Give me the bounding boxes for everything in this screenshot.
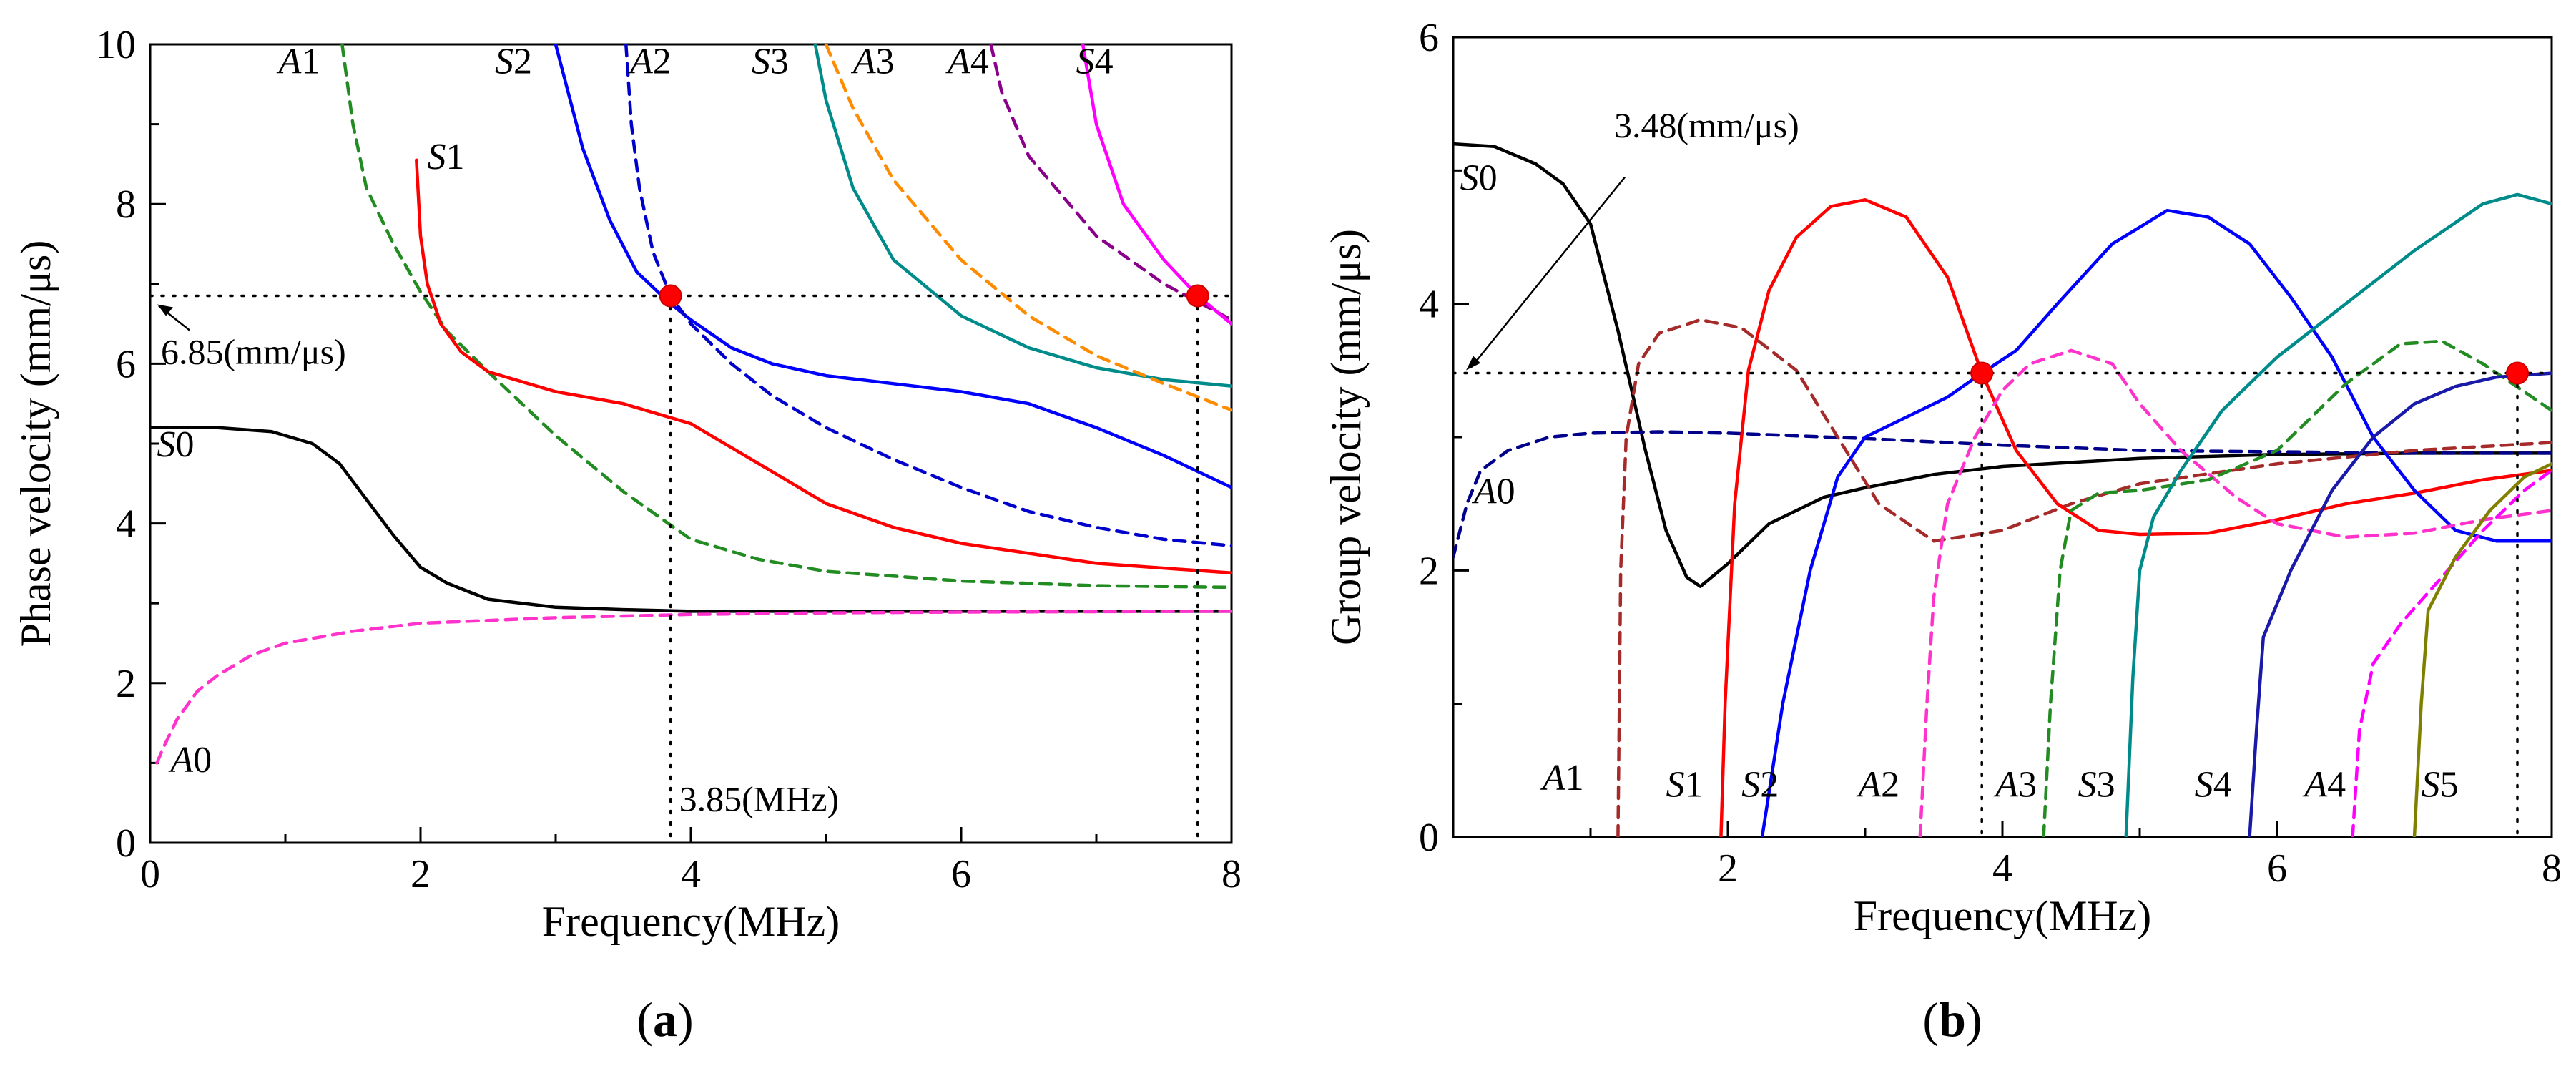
chart-a-series-A3 [824, 44, 1232, 412]
chart-a-annotation-h-label: 6.85(mm/μs) [161, 332, 346, 372]
chart-b-series-S5 [2412, 462, 2552, 837]
panel-a-phase-velocity-chart: 0 2 4 6 8 0 2 4 6 8 10 Frequency(MHz) Phase velocity… [12, 23, 1242, 1047]
chart-b-series-S4 [2248, 371, 2552, 837]
chart-a-curve-label-A4: A4 [945, 41, 989, 82]
chart-a-x-tick-label: 6 [951, 852, 971, 896]
chart-b-x-tick-label: 4 [1992, 846, 2012, 891]
chart-a-series-A0 [155, 610, 1232, 765]
chart-a-curve-label-A0: A0 [168, 740, 212, 781]
chart-b-curve-label-S3: S3 [2078, 764, 2115, 805]
chart-b-series-A1 [1616, 318, 2552, 837]
chart-b-series-A4 [2351, 469, 2552, 837]
chart-a-series-A2 [624, 44, 1232, 548]
chart-b-annotation-arrowhead [1466, 356, 1480, 371]
chart-b-curve-label-A0: A0 [1472, 471, 1515, 512]
chart-b-intersection-marker-2 [2506, 361, 2529, 385]
chart-b-series-A3 [2042, 339, 2552, 837]
chart-a-y-tick-label: 6 [116, 342, 136, 386]
chart-a-curve-label-A2: A2 [628, 41, 672, 82]
chart-b-series-S3 [2124, 192, 2552, 837]
chart-b-annotation-h-label: 3.48(mm/μs) [1614, 105, 1799, 145]
chart-b-curve-label-S0: S0 [1460, 158, 1498, 199]
chart-a-curve-label-S1: S1 [427, 137, 464, 177]
chart-b-x-axis-title: Frequency(MHz) [1854, 892, 2152, 939]
chart-a-curve-label-A3: A3 [851, 41, 895, 82]
chart-b-series-group [1453, 142, 2552, 837]
chart-a-y-tick-label: 0 [116, 821, 136, 866]
chart-a-x-tick-label: 2 [411, 852, 431, 896]
chart-b-y-tick-label: 2 [1419, 549, 1439, 593]
chart-b-x-tick-label: 8 [2542, 846, 2562, 891]
chart-a-series-S2 [554, 44, 1232, 489]
chart-a-series-S3 [813, 44, 1232, 388]
chart-b-series-A2 [1918, 348, 2552, 837]
chart-a-curve-label-S0: S0 [157, 424, 194, 465]
chart-b-series-S1 [1719, 198, 2552, 837]
chart-b-x-tick-label: 6 [2267, 846, 2287, 891]
chart-a-y-tick-label: 10 [96, 23, 136, 67]
chart-a-series-group [150, 44, 1232, 765]
chart-a-y-tick-label: 8 [116, 182, 136, 227]
chart-b-curve-label-S4: S4 [2195, 764, 2232, 805]
chart-a-curve-label-A1: A1 [277, 41, 320, 82]
chart-a-intersection-marker-2 [1186, 284, 1209, 308]
chart-a-curve-label-S2: S2 [495, 41, 532, 82]
chart-a-panel-caption: (a) [636, 992, 693, 1047]
chart-a-annotation-v-label: 3.85(MHz) [679, 778, 840, 818]
chart-b-curve-label-S2: S2 [1741, 764, 1779, 805]
chart-a-intersection-marker-1 [659, 284, 682, 308]
chart-a-series-A1 [340, 44, 1232, 590]
chart-a-series-S0 [150, 426, 1232, 613]
chart-b-curve-label-S5: S5 [2422, 764, 2459, 805]
chart-b-y-tick-label: 0 [1419, 816, 1439, 860]
chart-b-panel-caption: (b) [1922, 992, 1982, 1047]
chart-b-curve-label-S1: S1 [1666, 764, 1704, 805]
chart-a-x-axis-title: Frequency(MHz) [542, 898, 840, 945]
chart-a-x-tick-label: 0 [140, 852, 160, 896]
chart-b-series-A0 [1453, 430, 2552, 559]
chart-a-series-A4 [989, 44, 1232, 322]
chart-a-annotation-arrowhead [157, 304, 173, 316]
chart-b-y-tick-label: 6 [1419, 16, 1439, 60]
chart-b-curve-label-A3: A3 [1993, 764, 2037, 805]
chart-a-x-tick-label: 4 [681, 852, 701, 896]
chart-a-y-tick-label: 2 [116, 662, 136, 706]
chart-a-x-tick-label: 8 [1221, 852, 1242, 896]
chart-b-y-tick-label: 4 [1419, 283, 1439, 327]
chart-b-curve-label-A1: A1 [1540, 758, 1584, 798]
chart-b-curve-label-A4: A4 [2302, 764, 2346, 805]
chart-b-intersection-marker-1 [1970, 361, 1994, 385]
chart-a-series-S1 [415, 158, 1232, 575]
chart-a-y-tick-label: 4 [116, 502, 136, 547]
chart-a-curve-label-S3: S3 [752, 41, 789, 82]
chart-b-curve-label-A2: A2 [1856, 764, 1899, 805]
chart-a-y-axis-title: Phase velocity (mm/μs) [12, 240, 59, 647]
panel-b-group-velocity-chart: 2 4 6 8 0 2 4 6 Frequency(MHz) Group velocity (mm… [1322, 16, 2562, 1047]
chart-a-series-S4 [1081, 44, 1232, 326]
chart-b-annotation-arrow [1470, 176, 1626, 368]
chart-a-curve-label-S4: S4 [1076, 41, 1114, 82]
chart-b-y-axis-title: Group velocity (mm/μs) [1322, 229, 1370, 645]
chart-b-x-tick-label: 2 [1718, 846, 1738, 891]
chart-b-series-S0 [1453, 142, 2552, 588]
chart-b-series-S2 [1760, 208, 2552, 837]
